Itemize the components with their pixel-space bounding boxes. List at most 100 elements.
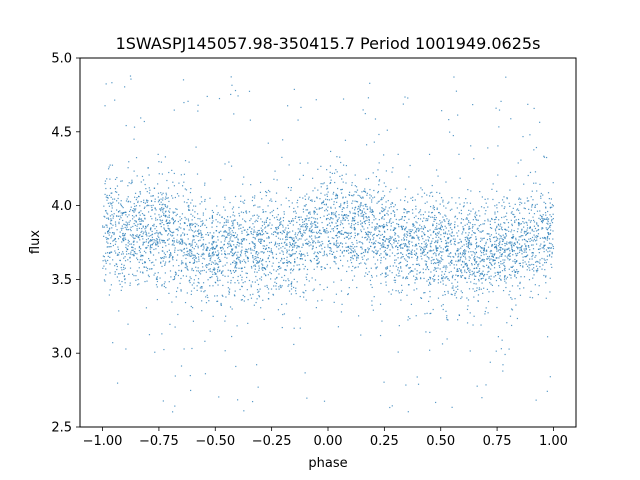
data-point: [214, 268, 216, 270]
data-point: [496, 211, 499, 213]
data-point: [193, 279, 195, 281]
data-point: [128, 253, 130, 255]
data-point: [229, 269, 231, 272]
data-point: [154, 232, 156, 235]
data-point: [505, 215, 507, 217]
data-point: [329, 176, 331, 178]
data-point: [517, 246, 519, 249]
data-point: [181, 238, 183, 240]
data-point: [302, 174, 304, 176]
data-point: [197, 110, 199, 112]
data-point: [543, 241, 545, 243]
data-point: [264, 268, 267, 271]
data-point: [320, 186, 322, 188]
data-point: [147, 242, 150, 244]
data-point: [431, 184, 433, 187]
data-point: [185, 275, 188, 277]
data-point: [144, 228, 146, 230]
data-point: [184, 222, 186, 224]
data-point: [535, 182, 537, 184]
data-point: [164, 241, 166, 244]
data-point: [174, 251, 176, 253]
data-point: [519, 262, 522, 265]
data-point: [306, 227, 308, 229]
data-point: [265, 190, 267, 193]
data-point: [364, 237, 366, 239]
data-point: [262, 267, 264, 269]
data-point: [415, 243, 417, 245]
data-point: [357, 194, 359, 196]
data-point: [499, 255, 501, 257]
data-point: [258, 229, 260, 232]
data-point: [318, 261, 320, 263]
data-point: [268, 298, 270, 300]
data-point: [252, 236, 254, 239]
data-point: [151, 233, 154, 235]
data-point: [147, 211, 150, 213]
data-point: [517, 252, 519, 255]
data-point: [488, 267, 490, 269]
data-point: [256, 279, 258, 281]
data-point: [234, 270, 237, 272]
data-point: [512, 260, 514, 262]
data-point: [282, 226, 284, 228]
data-point: [408, 211, 410, 213]
data-point: [450, 235, 452, 237]
data-point: [326, 214, 328, 216]
data-point: [430, 250, 432, 252]
data-point: [289, 222, 291, 224]
data-point: [162, 241, 164, 243]
data-point: [508, 248, 510, 250]
data-point: [401, 256, 403, 258]
data-point: [483, 223, 485, 225]
data-point: [486, 288, 489, 290]
data-point: [386, 238, 388, 240]
data-point: [127, 323, 129, 325]
data-point: [462, 266, 464, 268]
data-point: [173, 185, 175, 187]
data-point: [261, 229, 263, 232]
data-point: [542, 219, 544, 221]
data-point: [328, 199, 331, 201]
data-point: [216, 245, 218, 248]
data-point: [524, 207, 526, 210]
data-point: [550, 247, 552, 250]
data-point: [311, 200, 313, 202]
data-point: [293, 244, 295, 246]
data-point: [293, 240, 295, 243]
data-point: [547, 232, 549, 234]
data-point: [510, 118, 512, 120]
data-point: [149, 248, 151, 250]
data-point: [140, 117, 142, 119]
data-point: [159, 208, 161, 210]
data-point: [536, 261, 538, 263]
data-point: [433, 269, 435, 271]
data-point: [363, 216, 365, 218]
data-point: [341, 252, 343, 254]
data-point: [386, 225, 388, 227]
data-point: [497, 223, 500, 225]
data-point: [301, 233, 304, 235]
data-point: [201, 224, 203, 226]
data-point: [129, 234, 132, 236]
data-point: [205, 208, 207, 210]
data-point: [482, 258, 484, 260]
data-point: [108, 205, 111, 207]
data-point: [348, 191, 351, 193]
data-point: [416, 277, 418, 279]
data-point: [491, 217, 493, 220]
data-point: [155, 277, 158, 279]
data-point: [447, 292, 449, 294]
data-point: [143, 250, 146, 252]
data-point: [494, 259, 496, 261]
data-point: [359, 209, 361, 211]
data-point: [321, 248, 323, 250]
data-point: [357, 205, 360, 208]
data-point: [522, 217, 524, 220]
data-point: [531, 190, 533, 192]
data-point: [509, 252, 511, 254]
data-point: [322, 254, 324, 257]
data-point: [232, 276, 234, 279]
data-point: [269, 200, 271, 202]
data-point: [166, 179, 168, 182]
